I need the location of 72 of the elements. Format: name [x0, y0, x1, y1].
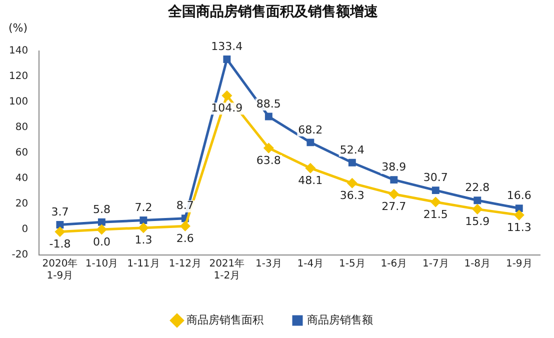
- y-tick-label: -20: [12, 250, 28, 261]
- chart-title: 全国商品房销售面积及销售额增速: [167, 3, 379, 20]
- x-tick-label: 1-12月: [168, 258, 202, 270]
- point: [389, 189, 399, 199]
- data-label: 63.8: [256, 154, 281, 167]
- data-label: 38.9: [382, 160, 406, 174]
- point: [474, 196, 482, 204]
- y-tick-label: 60: [15, 147, 28, 158]
- y-tick-label: 0: [22, 224, 28, 236]
- point: [515, 204, 523, 212]
- data-label: 30.7: [423, 171, 448, 184]
- legend-label: 商品房销售面积: [186, 313, 264, 326]
- data-label: 36.3: [340, 189, 364, 202]
- data-label: 3.7: [51, 206, 69, 219]
- y-tick-label: 20: [15, 198, 28, 210]
- point: [348, 158, 356, 166]
- x-tick-label: 1-5月: [338, 258, 366, 270]
- x-tick-label: 2021年 1-2月: [209, 258, 245, 282]
- data-label: 16.6: [506, 189, 532, 202]
- point: [55, 227, 65, 237]
- y-tick-label: 80: [15, 122, 28, 133]
- data-label: 8.7: [176, 199, 194, 212]
- x-tick-label: 1-7月: [422, 258, 449, 270]
- data-label: 27.7: [382, 200, 406, 213]
- data-label: 15.9: [465, 215, 490, 228]
- point: [180, 221, 190, 231]
- data-label: 11.3: [506, 220, 532, 234]
- x-tick-label: 1-9月: [506, 258, 532, 270]
- point: [264, 112, 272, 120]
- point: [432, 186, 440, 194]
- x-tick-label: 1-6月: [380, 258, 408, 270]
- data-label: 7.2: [134, 201, 152, 214]
- data-label: 5.8: [92, 202, 110, 216]
- x-tick-label: 1-11月: [127, 258, 160, 270]
- data-label: 104.9: [211, 101, 243, 114]
- point: [264, 143, 274, 153]
- point: [430, 197, 440, 207]
- x-tick-label: 2020年 1-9月: [42, 258, 78, 282]
- data-label: 68.2: [298, 123, 323, 136]
- data-label: 21.5: [423, 208, 448, 221]
- point: [222, 90, 232, 100]
- point: [347, 178, 357, 188]
- x-tick-label: 1-10月: [85, 258, 118, 270]
- point: [514, 210, 524, 220]
- y-tick-label: 40: [15, 173, 28, 184]
- point: [138, 223, 148, 233]
- x-tick-label: 1-8月: [464, 258, 491, 270]
- point: [306, 138, 314, 146]
- data-label: 52.4: [340, 143, 364, 156]
- data-label: 133.4: [211, 40, 243, 54]
- point: [306, 163, 316, 173]
- data-label: 0.0: [92, 235, 110, 248]
- point: [96, 224, 106, 234]
- y-tick-label: 140: [8, 45, 28, 56]
- data-label: 48.1: [298, 174, 323, 187]
- data-label: 1.3: [134, 234, 152, 247]
- point: [390, 176, 398, 184]
- data-label: 22.8: [465, 181, 490, 194]
- legend-label: 商品房销售额: [307, 313, 373, 326]
- x-tick-label: 1-3月: [256, 258, 282, 270]
- point: [140, 216, 148, 224]
- point: [472, 204, 482, 214]
- x-tick-label: 1-4月: [297, 258, 324, 270]
- point: [223, 56, 231, 63]
- data-label: 88.5: [256, 97, 281, 110]
- y-tick-label: 100: [8, 96, 28, 108]
- data-label: 2.6: [176, 232, 194, 246]
- point: [56, 221, 64, 228]
- point: [98, 218, 106, 226]
- y-axis-title: (%): [8, 22, 28, 35]
- y-tick-label: 120: [8, 70, 28, 82]
- data-label: -1.8: [49, 238, 71, 251]
